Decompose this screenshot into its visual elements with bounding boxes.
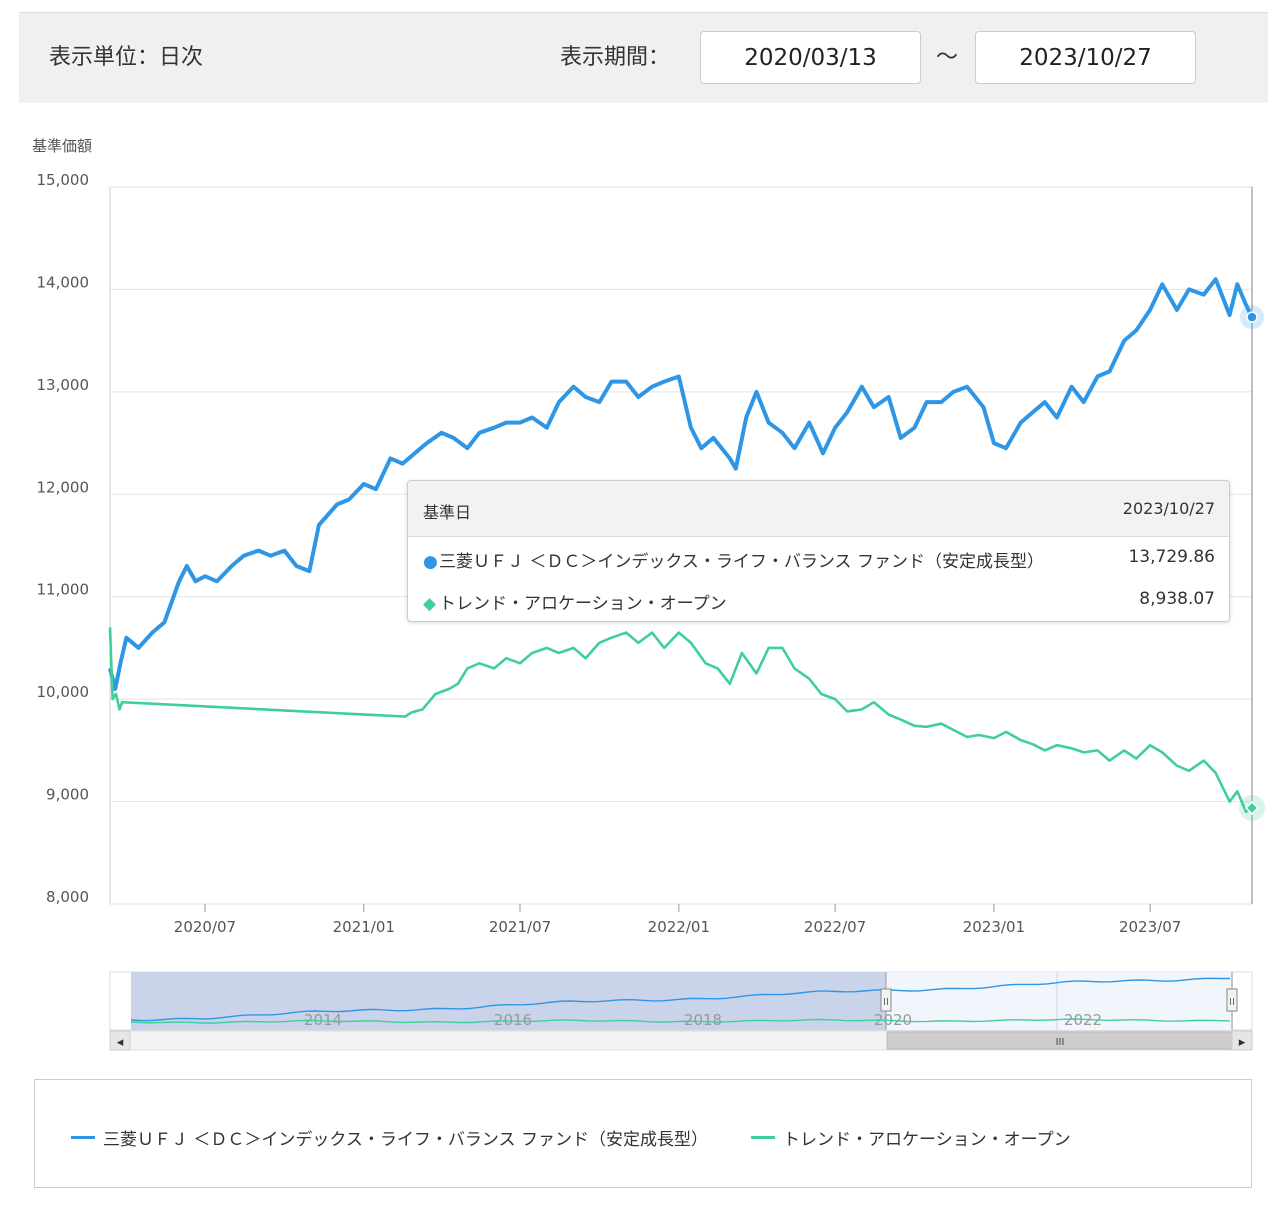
- legend-item-series-2[interactable]: トレンド・アロケーション・オープン: [751, 1125, 1071, 1150]
- display-unit-label[interactable]: 表示単位：日次: [49, 45, 204, 70]
- scroll-left-icon: ◂: [117, 1035, 124, 1050]
- y-tick-label: 11,000: [37, 581, 90, 599]
- tooltip-series-value: 13,729.86: [1128, 547, 1215, 567]
- y-tick-label: 13,000: [37, 376, 90, 394]
- y-tick-label: 10,000: [37, 683, 90, 701]
- date-range-separator: ～: [936, 45, 959, 70]
- tooltip-date-value: 2023/10/27: [1122, 499, 1215, 518]
- series-2-end-marker: [1244, 800, 1260, 815]
- chart-tooltip: 基準日 2023/10/27 ●三菱ＵＦＪ ＜ＤＣ＞インデックス・ライフ・バラン…: [407, 480, 1230, 622]
- series-line-2: [108, 627, 1253, 814]
- tooltip-header: 基準日 2023/10/27: [408, 481, 1229, 537]
- x-tick-label: 2022/07: [804, 918, 866, 936]
- navigator-handle: [1226, 988, 1238, 1012]
- y-axis-title: 基準価額: [32, 137, 92, 155]
- diamond-marker-icon: ◆: [423, 594, 437, 614]
- legend-line-icon: [71, 1136, 95, 1139]
- tooltip-row: ◆ トレンド・アロケーション・オープン 8,938.07: [423, 589, 1215, 614]
- tooltip-row: ●三菱ＵＦＪ ＜ＤＣ＞インデックス・ライフ・バランス ファンド（安定成長型） 1…: [423, 547, 1215, 572]
- y-tick-label: 14,000: [37, 273, 90, 291]
- scrollbar-grip-icon: III: [1056, 1037, 1065, 1048]
- scroll-left-button: [109, 1030, 131, 1051]
- tooltip-series-name: トレンド・アロケーション・オープン: [439, 594, 727, 614]
- y-tick-label: 12,000: [37, 478, 90, 496]
- navigator-series-2: [130, 1018, 1231, 1024]
- navigator-year-label: 2018: [684, 1011, 722, 1029]
- x-tick-label: 2023/01: [963, 918, 1025, 936]
- start-date-input[interactable]: 2020/03/13: [700, 31, 921, 84]
- navigator-year-label: 2016: [494, 1011, 532, 1029]
- end-date-input[interactable]: 2023/10/27: [975, 31, 1196, 84]
- circle-marker-icon: ●: [423, 552, 438, 572]
- x-tick-label: 2021/07: [489, 918, 551, 936]
- legend-label: トレンド・アロケーション・オープン: [783, 1130, 1071, 1150]
- y-tick-label: 8,000: [46, 888, 89, 906]
- navigator-handle: [880, 988, 892, 1012]
- navigator-handle-grip: II: [1229, 997, 1235, 1008]
- series-line-1: [108, 277, 1254, 691]
- navigator-series-1: [130, 977, 1230, 1022]
- legend-line-icon: [751, 1136, 775, 1139]
- x-tick-label: 2022/01: [648, 918, 710, 936]
- tooltip-series-name: 三菱ＵＦＪ ＜ＤＣ＞インデックス・ライフ・バランス ファンド（安定成長型）: [439, 552, 1044, 572]
- tooltip-date-label: 基準日: [423, 503, 472, 522]
- navigator-year-label: 2014: [304, 1011, 342, 1029]
- x-tick-label: 2020/07: [174, 918, 236, 936]
- series-1-end-marker: [1246, 311, 1258, 323]
- tooltip-series-value: 8,938.07: [1139, 589, 1215, 609]
- scroll-right-button: [1231, 1030, 1253, 1051]
- navigator-handle-grip: II: [883, 997, 889, 1008]
- y-tick-label: 15,000: [37, 171, 90, 189]
- legend-item-series-1[interactable]: 三菱ＵＦＪ ＜ＤＣ＞インデックス・ライフ・バランス ファンド（安定成長型）: [71, 1125, 708, 1150]
- navigator-year-label: 2022: [1064, 1011, 1102, 1029]
- y-tick-label: 9,000: [46, 786, 89, 804]
- legend-label: 三菱ＵＦＪ ＜ＤＣ＞インデックス・ライフ・バランス ファンド（安定成長型）: [103, 1130, 708, 1150]
- legend: 三菱ＵＦＪ ＜ＤＣ＞インデックス・ライフ・バランス ファンド（安定成長型） トレ…: [34, 1079, 1252, 1188]
- x-tick-label: 2023/07: [1119, 918, 1181, 936]
- display-settings-bar: 表示単位：日次 表示期間： 2020/03/13 ～ 2023/10/27: [19, 12, 1268, 103]
- display-period-label: 表示期間：: [560, 45, 671, 70]
- scroll-right-icon: ▸: [1239, 1035, 1246, 1050]
- x-tick-label: 2021/01: [333, 918, 395, 936]
